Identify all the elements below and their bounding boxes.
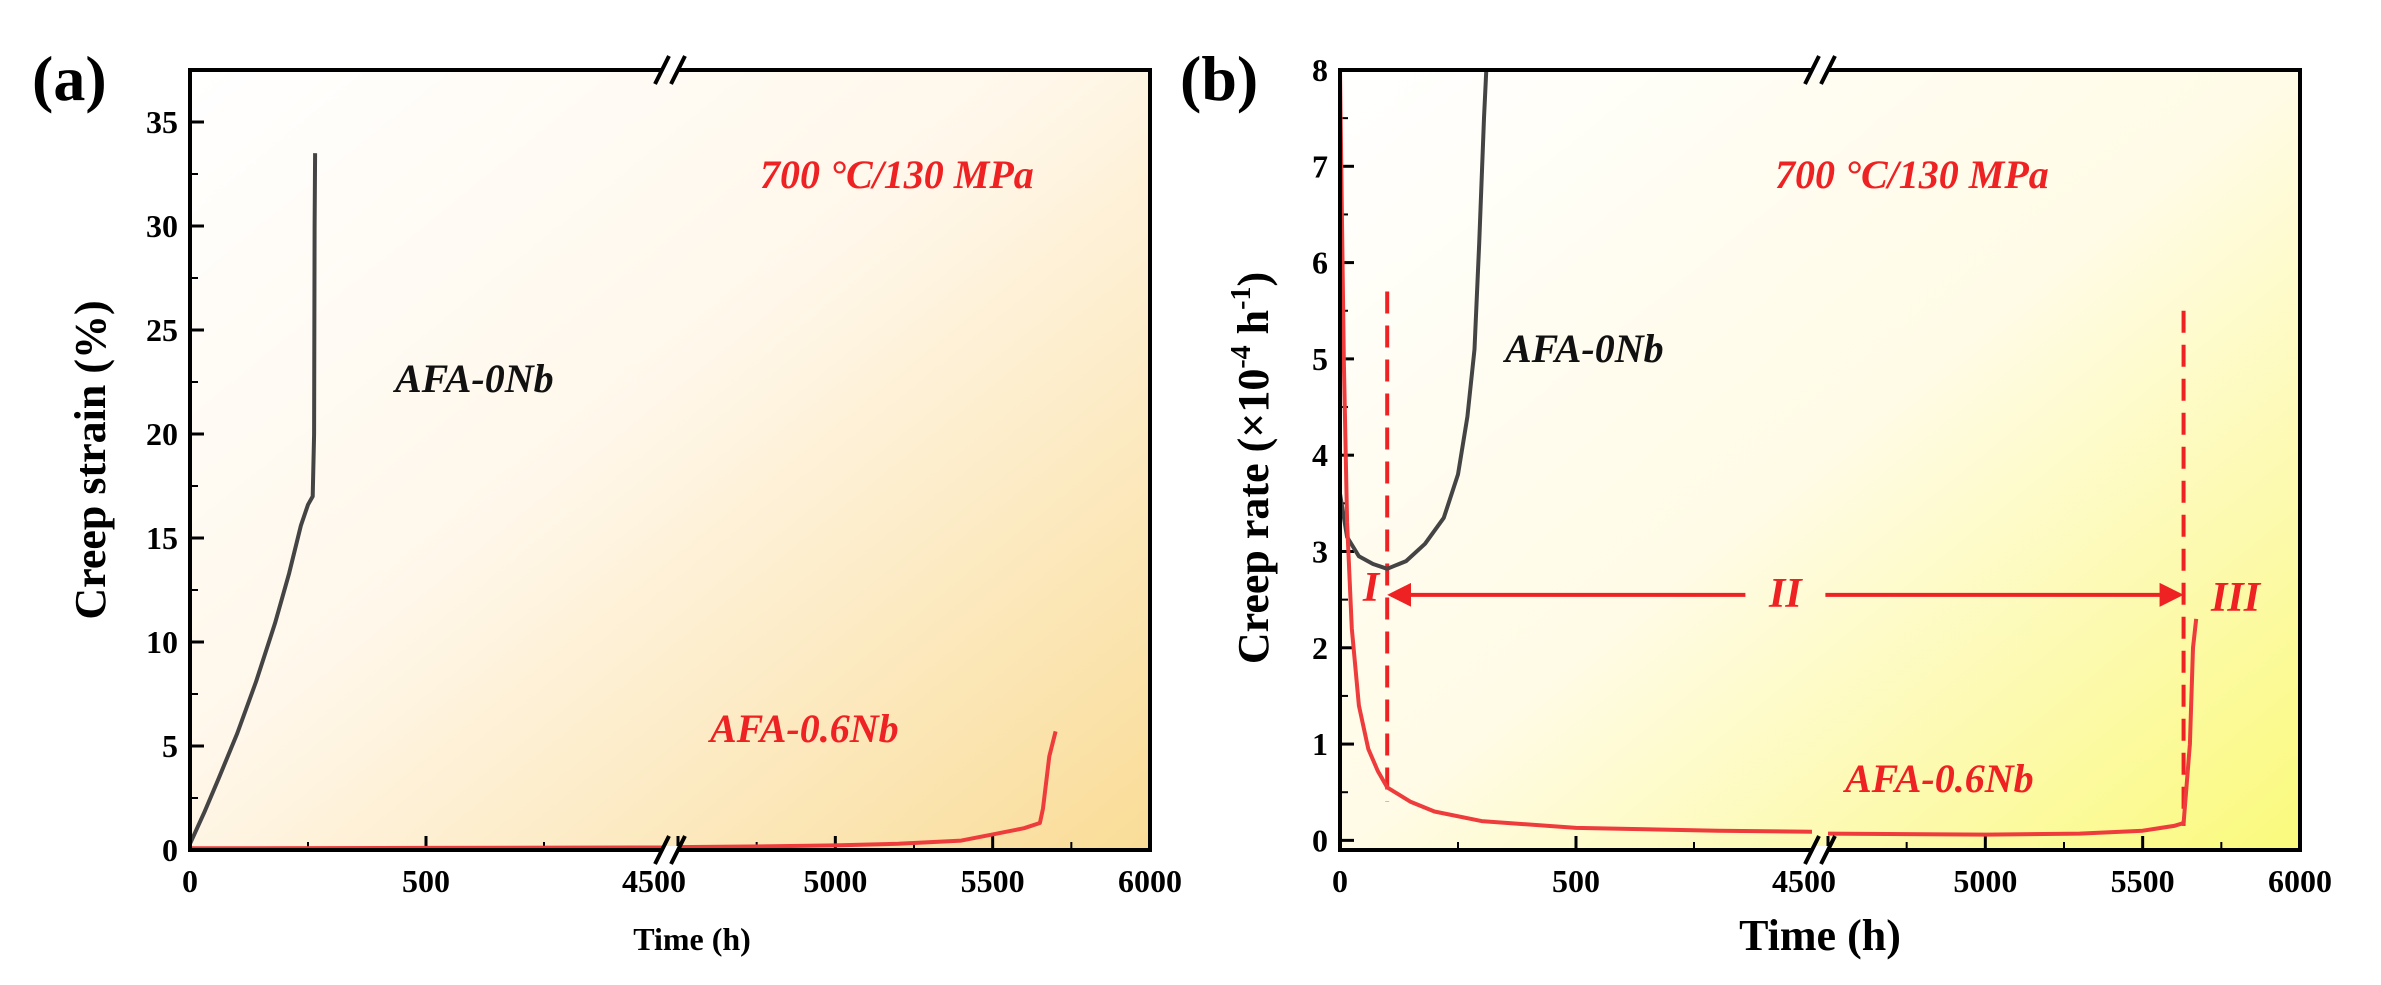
x-tick-label: 0: [1332, 863, 1348, 899]
stage-markers: I II III: [1362, 291, 2262, 826]
plot-background: [190, 70, 1150, 850]
x-tick-label: 0: [182, 863, 198, 899]
x-tick-label: 5000: [1953, 863, 2017, 899]
y-tick-label: 5: [1312, 341, 1328, 377]
axis-break-gap: [662, 66, 678, 74]
series-line-afa-0nb: [188, 153, 318, 845]
y-tick-label: 7: [1312, 148, 1328, 184]
x-tick-label: 6000: [2268, 863, 2332, 899]
y-tick-label: 3: [1312, 533, 1328, 569]
series-line-afa-0.6nb: [677, 730, 1058, 850]
panel-label: (b): [1180, 43, 1258, 114]
y-axis-label-main: Creep rate (×10: [1229, 369, 1278, 664]
y-tick-labels: 0 1 2 3 4 5 6 7 8: [1312, 52, 1328, 858]
x-tick-label: 5500: [2111, 863, 2175, 899]
y-axis-label-mid: h: [1229, 310, 1278, 345]
y-tick-label: 25: [146, 312, 178, 348]
x-axis-label: Time (h): [1739, 911, 1901, 960]
series-line-afa-0.6nb: [1338, 69, 1813, 834]
axis-break-mark: [669, 835, 687, 865]
y-tick-label: 35: [146, 104, 178, 140]
y-tick-label: 20: [146, 416, 178, 452]
axis-break-mark: [1819, 835, 1837, 865]
y-tick-label: 5: [162, 728, 178, 764]
y-tick-label: 0: [162, 832, 178, 868]
x-tick-labels: 0 500 4500 5000 5500 6000: [1332, 863, 2332, 899]
axis-break-gap: [1812, 66, 1828, 74]
y-tick-label: 0: [1312, 822, 1328, 858]
series-group: [1338, 69, 2199, 837]
axis-break-gap: [1812, 846, 1828, 854]
y-tick-label: 8: [1312, 52, 1328, 88]
y-tick-label: 10: [146, 624, 178, 660]
stage-label-i: I: [1362, 565, 1381, 611]
x-tick-label: 5500: [961, 863, 1025, 899]
plot-background: [1340, 70, 2300, 850]
x-tick-label: 500: [1552, 863, 1600, 899]
condition-label: 700 °C/130 MPa: [760, 152, 1034, 197]
axis-break: [653, 55, 687, 865]
axis-break-mark: [1803, 55, 1821, 85]
x-axis-label: Time (h): [633, 921, 751, 957]
series-line-afa-0.6nb: [1827, 618, 2199, 837]
x-tick-label: 5000: [803, 863, 867, 899]
panel-label: (a): [32, 43, 107, 114]
y-axis-label: Creep rate (×10-4 h-1): [1226, 272, 1278, 664]
y-tick-label: 15: [146, 520, 178, 556]
stage-label-ii: II: [1768, 571, 1803, 617]
x-tick-label: 4500: [1772, 863, 1836, 899]
y-axis-label-exp2: -1: [1226, 287, 1257, 310]
axis-ticks: [188, 120, 1152, 852]
axis-break-mark: [1803, 835, 1821, 865]
series-label-afa-0.6nb: AFA-0.6Nb: [707, 706, 899, 751]
x-tick-label: 500: [402, 863, 450, 899]
y-tick-label: 2: [1312, 630, 1328, 666]
y-axis-label-exp1: -4: [1226, 345, 1257, 368]
axis-break-gap: [662, 846, 678, 854]
y-tick-label: 6: [1312, 245, 1328, 281]
axis-break: [1803, 55, 1837, 865]
series-label-afa-0nb: AFA-0Nb: [1502, 326, 1664, 371]
x-tick-label: 6000: [1118, 863, 1182, 899]
y-tick-label: 4: [1312, 437, 1328, 473]
series-label-afa-0.6nb: AFA-0.6Nb: [1842, 756, 2034, 801]
axis-break-mark: [669, 55, 687, 85]
series-label-afa-0nb: AFA-0Nb: [392, 356, 554, 401]
stage-label-iii: III: [2210, 575, 2262, 621]
axis-break-mark: [1819, 55, 1837, 85]
y-axis-label-end: ): [1229, 272, 1278, 287]
y-tick-label: 1: [1312, 726, 1328, 762]
y-tick-label: 30: [146, 208, 178, 244]
axis-break-mark: [653, 835, 671, 865]
x-tick-label: 4500: [622, 863, 686, 899]
condition-label: 700 °C/130 MPa: [1775, 152, 2049, 197]
x-tick-labels: 0 500 4500 5000 5500 6000: [182, 863, 1182, 899]
y-axis-label: Creep strain (%): [66, 300, 115, 619]
axis-break-mark: [653, 55, 671, 85]
y-tick-labels: 0 5 10 15 20 25 30 35: [146, 104, 178, 868]
series-line-afa-0nb: [1338, 69, 1489, 571]
